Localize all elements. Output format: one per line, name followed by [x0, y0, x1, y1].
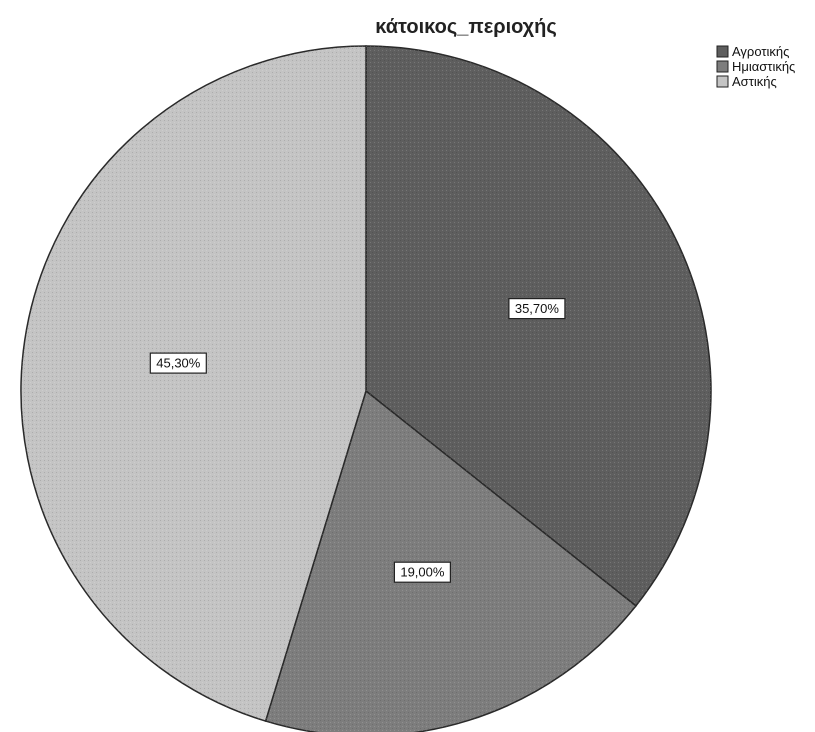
data-label-box	[393, 561, 451, 583]
data-label-text: 19,00%	[400, 565, 445, 580]
chart-title: κάτοικος_περιοχής	[375, 16, 557, 38]
legend-item-1: Αγροτικής	[716, 44, 789, 59]
legend-label: Ημιαστικής	[732, 59, 795, 74]
slice-texture	[20, 45, 711, 732]
legend-label: Αστικής	[732, 74, 777, 89]
legend-item-3: Αστικής	[716, 74, 777, 89]
data-label-box	[149, 352, 207, 374]
pie-slice-texture-1	[366, 46, 711, 606]
pie-slice-texture-2	[265, 391, 636, 732]
legend-swatch	[716, 75, 729, 88]
data-labels: 35,70% 19,00% 45,30%	[149, 298, 566, 583]
data-label-1: 35,70%	[508, 298, 566, 320]
data-label-box	[508, 298, 566, 320]
pie-slice-texture-3	[20, 45, 367, 722]
legend-label: Αγροτικής	[732, 44, 789, 59]
legend-swatch	[716, 60, 729, 73]
legend-item-2: Ημιαστικής	[716, 59, 795, 74]
data-label-2: 19,00%	[393, 561, 451, 583]
data-label-text: 45,30%	[156, 356, 201, 371]
legend-swatch	[716, 45, 729, 58]
data-label-text: 35,70%	[515, 301, 560, 316]
data-label-3: 45,30%	[149, 352, 207, 374]
